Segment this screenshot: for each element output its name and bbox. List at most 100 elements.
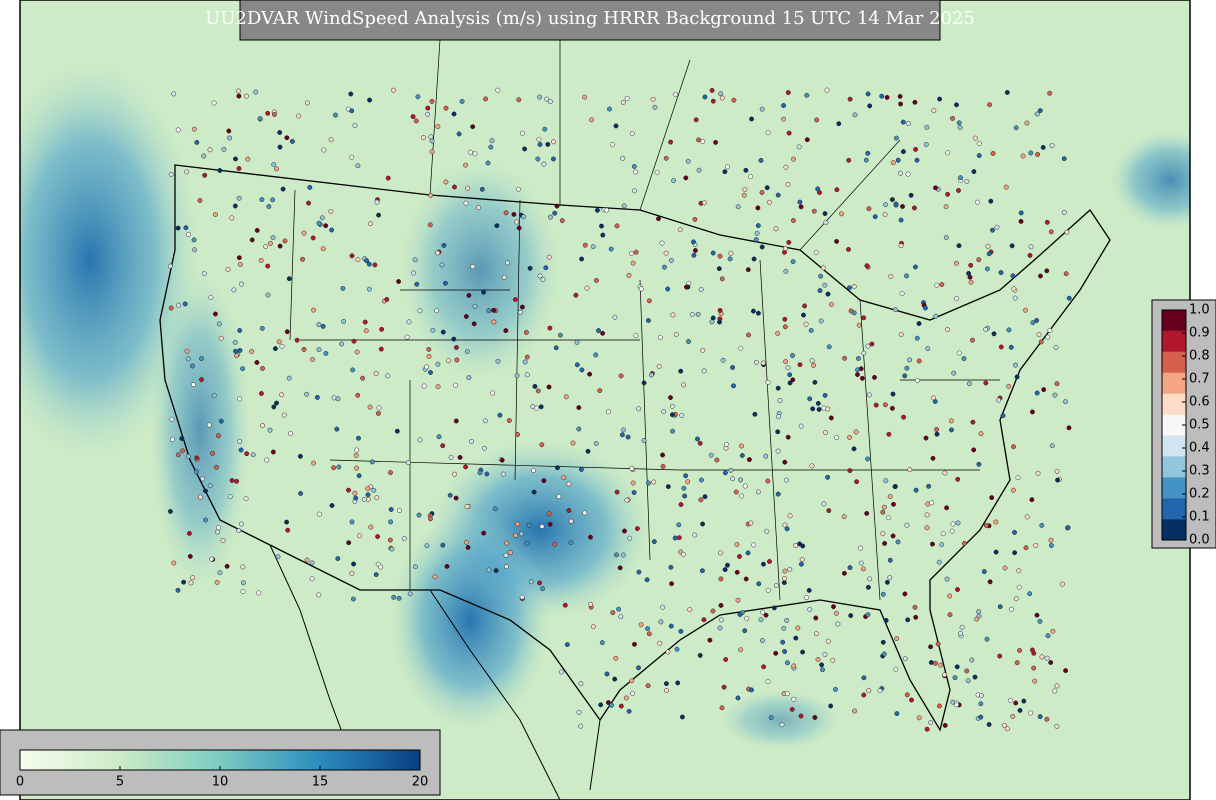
- station-dot: [546, 254, 552, 260]
- station-dot: [355, 163, 361, 169]
- station-dot: [444, 563, 450, 569]
- station-dot: [749, 687, 754, 693]
- station-dot: [894, 711, 900, 717]
- station-dot: [912, 99, 918, 105]
- station-dot: [657, 335, 663, 341]
- station-dot: [1029, 409, 1035, 415]
- station-dot: [1032, 678, 1038, 684]
- tick-label: 15: [312, 775, 329, 790]
- station-dot: [350, 367, 356, 373]
- station-dot: [609, 702, 615, 708]
- station-dot: [1013, 125, 1019, 131]
- station-dot: [880, 509, 886, 515]
- station-dot: [825, 638, 831, 644]
- station-dot: [887, 494, 893, 499]
- station-dot: [746, 332, 751, 338]
- station-dot: [271, 112, 277, 117]
- station-dot: [846, 157, 852, 163]
- station-dot: [954, 664, 960, 670]
- station-dot: [573, 292, 579, 298]
- station-dot: [823, 220, 829, 225]
- station-dot: [329, 227, 335, 233]
- station-dot: [199, 356, 204, 362]
- station-dot: [424, 364, 430, 370]
- station-dot: [936, 703, 942, 709]
- station-dot: [722, 470, 728, 476]
- station-dot: [1045, 334, 1051, 340]
- station-dot: [579, 256, 585, 262]
- station-dot: [1044, 716, 1050, 722]
- station-dot: [341, 318, 347, 324]
- station-dot: [725, 562, 730, 568]
- station-dot: [916, 715, 922, 721]
- station-dot: [426, 353, 432, 359]
- station-dot: [1010, 713, 1016, 719]
- station-dot: [822, 392, 828, 398]
- station-dot: [1029, 647, 1035, 653]
- station-dot: [546, 511, 552, 517]
- station-dot: [861, 675, 867, 681]
- station-dot: [171, 91, 177, 97]
- tick-label: 0.8: [1189, 349, 1210, 364]
- station-dot: [1012, 550, 1018, 556]
- station-dot: [388, 519, 394, 525]
- tick-label: 0.5: [1189, 418, 1210, 433]
- station-dot: [194, 139, 200, 145]
- station-dot: [765, 679, 771, 685]
- station-dot: [779, 722, 785, 728]
- station-dot: [542, 126, 548, 132]
- station-dot: [349, 570, 355, 576]
- station-dot: [501, 274, 507, 280]
- station-dot: [660, 463, 666, 469]
- station-dot: [784, 526, 790, 532]
- station-dot: [771, 605, 777, 611]
- station-dot: [913, 487, 919, 493]
- station-dot: [220, 538, 226, 543]
- station-dot: [923, 435, 929, 441]
- station-dot: [987, 102, 993, 108]
- station-dot: [1054, 723, 1060, 729]
- station-dot: [259, 325, 265, 331]
- station-dot: [828, 703, 834, 709]
- station-dot: [761, 561, 766, 567]
- station-dot: [535, 156, 541, 162]
- station-dot: [519, 594, 525, 600]
- station-dot: [660, 452, 666, 458]
- station-dot: [782, 568, 788, 574]
- station-dot: [766, 199, 772, 205]
- station-dot: [371, 487, 377, 493]
- station-dot: [365, 496, 371, 502]
- station-dot: [847, 96, 853, 102]
- station-dot: [237, 438, 243, 444]
- station-dot: [243, 496, 249, 502]
- station-dot: [310, 356, 315, 362]
- station-dot: [947, 593, 953, 599]
- station-dot: [1014, 374, 1020, 380]
- station-dot: [830, 657, 836, 663]
- station-dot: [1037, 108, 1043, 114]
- station-dot: [355, 257, 361, 263]
- station-dot: [378, 564, 384, 570]
- station-dot: [429, 98, 435, 104]
- station-dot: [1044, 219, 1050, 225]
- station-dot: [314, 394, 320, 400]
- station-dot: [367, 97, 373, 103]
- station-dot: [253, 89, 259, 95]
- station-dot: [879, 93, 885, 99]
- station-dot: [905, 171, 911, 177]
- station-dot: [922, 305, 928, 311]
- station-dot: [967, 274, 973, 280]
- station-dot: [612, 676, 618, 682]
- station-dot: [958, 175, 963, 181]
- station-dot: [981, 569, 987, 575]
- station-dot: [225, 266, 231, 272]
- station-dot: [898, 170, 903, 176]
- station-dot: [815, 400, 821, 406]
- station-dot: [657, 640, 663, 646]
- station-dot: [1048, 537, 1054, 543]
- station-dot: [786, 130, 792, 136]
- station-dot: [663, 681, 669, 687]
- station-dot: [764, 185, 770, 191]
- station-dot: [224, 563, 230, 569]
